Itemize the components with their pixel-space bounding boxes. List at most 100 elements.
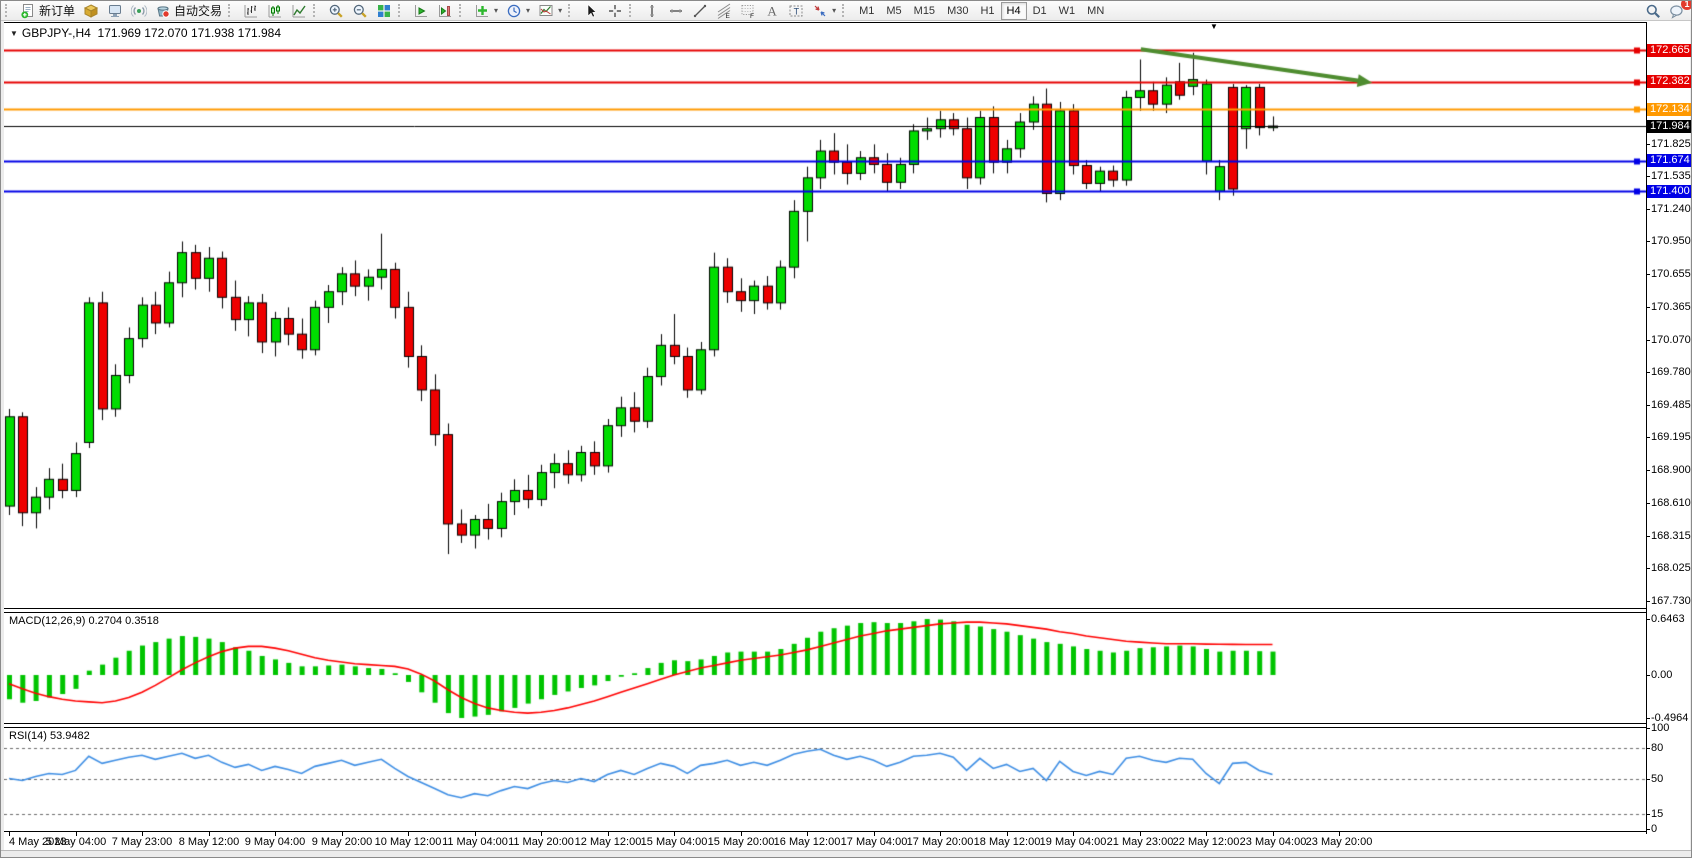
crosshair-button[interactable]	[603, 1, 627, 21]
price-axis-tick	[1646, 405, 1650, 406]
chat-button[interactable]: 1	[1665, 1, 1691, 21]
price-axis-tick	[1646, 437, 1650, 438]
periods-button[interactable]: ▾	[502, 1, 534, 21]
zoom-in-button[interactable]	[324, 1, 348, 21]
tile-windows-button[interactable]	[372, 1, 396, 21]
templates-icon	[538, 3, 554, 19]
macd-axis-tick	[1646, 718, 1650, 719]
timeframe-h1-button[interactable]: H1	[980, 4, 995, 17]
bars-chart-button[interactable]	[239, 1, 263, 21]
toolbar-group-handle[interactable]	[568, 4, 575, 17]
price-axis-label: 170.365	[1651, 301, 1691, 313]
toolbar-group-handle[interactable]	[842, 4, 849, 17]
macd-panel-bottom-border[interactable]	[4, 723, 1647, 724]
templates-button[interactable]: ▾	[534, 1, 566, 21]
chart-menu-triangle-icon[interactable]: ▼	[10, 29, 18, 38]
candles-chart-button[interactable]	[263, 1, 287, 21]
terminal-button[interactable]	[103, 1, 127, 21]
timeframe-m15-button[interactable]: M15	[913, 4, 936, 17]
price-axis-label: 170.950	[1651, 235, 1691, 247]
periods-icon	[506, 3, 522, 19]
object-anchor-icon[interactable]: ▼	[1210, 22, 1218, 31]
search-button[interactable]	[1641, 1, 1665, 21]
timeframe-m5-button[interactable]: M5	[886, 4, 902, 17]
arrows-caret-icon[interactable]: ▾	[832, 6, 837, 15]
fibonacci-button[interactable]: E	[712, 1, 736, 21]
autotrade-button[interactable]: 自动交易	[151, 1, 226, 21]
time-axis-label: 5 May 04:00	[45, 836, 107, 848]
chart-shift-button[interactable]	[433, 1, 457, 21]
horizontal-line-button[interactable]	[664, 1, 688, 21]
signal-button[interactable]	[127, 1, 151, 21]
vertical-line-button[interactable]	[640, 1, 664, 21]
trendline-button[interactable]	[688, 1, 712, 21]
zoom-out-button[interactable]	[348, 1, 372, 21]
arrows-button[interactable]: ▾	[808, 1, 840, 21]
toolbar-group-handle[interactable]	[313, 4, 320, 17]
main-toolbar: 新订单 自动交易 ▾ ▾ ▾ E F A T ▾ M1 M5 M15 M30 H1 H4 D1 W1 MN 1	[1, 1, 1691, 21]
auto-scroll-icon	[413, 3, 429, 19]
macd-indicator-label: MACD(12,26,9) 0.2704 0.3518	[9, 615, 159, 627]
indicators-caret-icon[interactable]: ▾	[494, 6, 499, 15]
time-axis-tick	[541, 832, 542, 836]
price-axis-label: 168.315	[1651, 530, 1691, 542]
cursor-button[interactable]	[579, 1, 603, 21]
time-axis-label: 9 May 20:00	[311, 836, 373, 848]
price-line-badge: 171.674	[1647, 154, 1691, 167]
timeframe-h4-button[interactable]: H4	[1000, 1, 1027, 20]
toolbar-group-handle[interactable]	[5, 4, 12, 17]
autotrade-label: 自动交易	[174, 4, 223, 18]
timeframe-d1-button[interactable]: D1	[1032, 4, 1047, 17]
templates-caret-icon[interactable]: ▾	[558, 6, 563, 15]
time-axis-label: 16 May 12:00	[773, 836, 841, 848]
time-axis-label: 4 May 2023	[9, 836, 67, 848]
macd-panel-canvas[interactable]	[4, 613, 1646, 723]
line-chart-button[interactable]	[287, 1, 311, 21]
rsi-axis-tick	[1646, 728, 1650, 729]
price-panel-bottom-border	[4, 608, 1647, 609]
trendline-icon	[692, 3, 708, 19]
timeframe-m30-button[interactable]: M30	[947, 4, 969, 17]
price-axis-label: 168.025	[1651, 562, 1691, 574]
toolbar-group-handle[interactable]	[398, 4, 405, 17]
text-label-button[interactable]: T	[784, 1, 808, 21]
periods-caret-icon[interactable]: ▾	[526, 6, 531, 15]
timeframe-mn-button[interactable]: MN	[1087, 4, 1105, 17]
text-button[interactable]: A	[760, 1, 784, 21]
time-axis-tick	[807, 832, 808, 836]
bars-chart-icon	[243, 3, 259, 19]
toolbar-group-handle[interactable]	[459, 4, 466, 17]
time-axis-label: 11 May 04:00	[442, 836, 508, 848]
rsi-indicator-label: RSI(14) 53.9482	[9, 730, 90, 742]
toolbar-group-handle[interactable]	[629, 4, 636, 17]
market-cube-icon	[83, 3, 99, 19]
candles-chart-icon	[267, 3, 283, 19]
time-axis-label: 17 May 20:00	[906, 836, 974, 848]
text-icon: A	[764, 3, 780, 19]
price-axis-label: 170.070	[1651, 334, 1691, 346]
time-axis-label: 12 May 12:00	[574, 836, 642, 848]
svg-text:T: T	[794, 6, 800, 16]
time-axis-label: 15 May 04:00	[640, 836, 708, 848]
time-axis-tick	[342, 832, 343, 836]
time-axis-label: 7 May 23:00	[111, 836, 173, 848]
fibo-grid-button[interactable]: F	[736, 1, 760, 21]
new-order-label: 新订单	[39, 4, 76, 18]
price-chart-canvas[interactable]	[4, 23, 1646, 608]
market-cube-button[interactable]	[79, 1, 103, 21]
price-axis-label: 168.610	[1651, 497, 1691, 509]
rsi-panel-top-border[interactable]	[4, 727, 1647, 728]
auto-scroll-button[interactable]	[409, 1, 433, 21]
terminal-icon	[107, 3, 123, 19]
chart-title: ▼ GBPJPY-,H4 171.969 172.070 171.938 171.…	[10, 26, 281, 40]
price-axis-label: 171.535	[1651, 170, 1691, 182]
timeframe-w1-button[interactable]: W1	[1058, 4, 1076, 17]
ohlc-values: 171.969 172.070 171.938 171.984	[97, 26, 282, 40]
new-order-button[interactable]: 新订单	[16, 1, 79, 21]
svg-text:A: A	[767, 3, 777, 18]
toolbar-group-handle[interactable]	[228, 4, 235, 17]
timeframe-m1-button[interactable]: M1	[859, 4, 875, 17]
rsi-panel-canvas[interactable]	[4, 728, 1646, 830]
cursor-icon	[583, 3, 599, 19]
indicators-button[interactable]: ▾	[470, 1, 502, 21]
